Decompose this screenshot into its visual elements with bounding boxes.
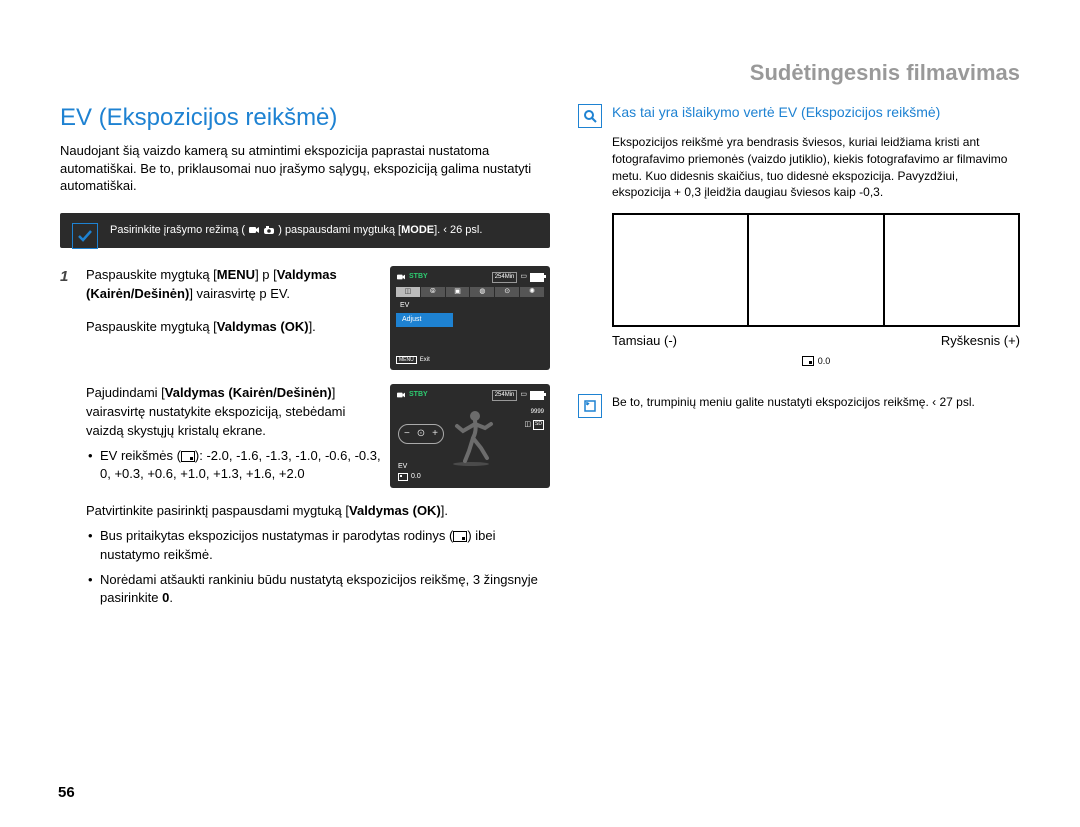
- note-text-pre: Pasirinkite įrašymo režimą (: [110, 224, 245, 236]
- step-4-bullet-1: Bus pritaikytas ekspozicijos nustatymas …: [86, 527, 550, 565]
- menu-tab: ◫: [396, 287, 420, 297]
- mode-icons: [248, 225, 275, 235]
- page-title: EV (Ekspozicijos reikšmė): [60, 104, 550, 132]
- menu-tabs: ◫ ⦾ ▣ ◍ ⊙ ✺: [396, 287, 544, 297]
- step-body: Pajudindami [Valdymas (Kairėn/Dešinėn)] …: [86, 384, 382, 488]
- label-darker: Tamsiau (-): [612, 333, 677, 348]
- step-3: Pajudindami [Valdymas (Kairėn/Dešinėn)] …: [60, 384, 550, 488]
- info-heading: Kas tai yra išlaikymo vertė EV (Ekspozic…: [578, 104, 1020, 128]
- step-1: 1 Paspauskite mygtuką [MENU] p [Valdymas…: [60, 266, 550, 370]
- step-number: 1: [60, 266, 86, 370]
- battery-icon: [530, 273, 544, 282]
- step-body: Patvirtinkite pasirinktį paspausdami myg…: [86, 502, 550, 608]
- ev-value: 0.0: [398, 472, 421, 482]
- ev-values-bullet: EV reikšmės (): -2.0, -1.6, -1.3, -1.0, …: [86, 447, 382, 485]
- tip-text: Be to, trumpinių meniu galite nustatyti …: [612, 394, 975, 418]
- ev-box-icon: [398, 473, 408, 481]
- ev-inline-icon: [453, 531, 467, 542]
- ev-label: EV: [398, 462, 407, 472]
- left-column: EV (Ekspozicijos reikšmė) Naudojant šią …: [60, 104, 550, 622]
- video-mode-icon: [396, 273, 406, 281]
- right-column: Kas tai yra išlaikymo vertė EV (Ekspozic…: [578, 104, 1020, 622]
- storage-icon: ▭: [520, 272, 527, 282]
- steps-list: 1 Paspauskite mygtuką [MENU] p [Valdymas…: [60, 266, 550, 608]
- info-box: Kas tai yra išlaikymo vertė EV (Ekspozic…: [578, 104, 1020, 366]
- magnifier-icon: [578, 104, 602, 128]
- menu-exit: MENUExit: [396, 356, 430, 365]
- lcd-screenshot-menu: STBY 254Min ▭ ◫ ⦾ ▣ ◍: [390, 266, 550, 370]
- step-body: Paspauskite mygtuką [MENU] p [Valdymas (…: [86, 266, 382, 370]
- ev-zero-indicator: 0.0: [578, 356, 1020, 366]
- step-4: Patvirtinkite pasirinktį paspausdami myg…: [60, 502, 550, 608]
- lcd-screenshot-live: STBY 254Min ▭ 9999 ◫SD: [390, 384, 550, 488]
- note-text-end: ]. ‹ 26 psl.: [434, 224, 482, 236]
- menu-adjust-item: Adjust: [396, 313, 453, 327]
- ev-labels: Tamsiau (-) Ryškesnis (+): [578, 333, 1020, 348]
- tip-box: Be to, trumpinių meniu galite nustatyti …: [578, 394, 1020, 418]
- note-mode: MODE: [401, 224, 434, 236]
- ev-control: −⊙+: [398, 424, 444, 444]
- check-icon: [72, 223, 98, 249]
- note-text-post: ) paspausdami mygtuką [: [278, 224, 401, 236]
- ev-box-icon: [802, 356, 814, 366]
- step-number: [60, 502, 86, 608]
- intro-text: Naudojant šią vaizdo kamerą su atmintimi…: [60, 142, 550, 195]
- breadcrumb: Sudėtingesnis filmavimas: [60, 60, 1020, 86]
- manual-page: Sudėtingesnis filmavimas EV (Ekspozicijo…: [0, 0, 1080, 827]
- ev-example-frame: [612, 213, 1020, 327]
- stby-label: STBY: [409, 272, 428, 282]
- step-4-bullet-2: Norėdami atšaukti rankiniu būdu nustatyt…: [86, 571, 550, 609]
- label-brighter: Ryškesnis (+): [941, 333, 1020, 348]
- ev-inline-icon: [181, 451, 195, 462]
- time-remaining: 254Min: [492, 272, 518, 283]
- page-number: 56: [58, 784, 75, 801]
- menu-ev-label: EV: [396, 299, 544, 313]
- step-number: [60, 384, 86, 488]
- info-text: Ekspozicijos reikšmė yra bendrasis švies…: [578, 134, 1020, 201]
- note-box: Pasirinkite įrašymo režimą ( ) paspausda…: [60, 213, 550, 248]
- note-icon: [578, 394, 602, 418]
